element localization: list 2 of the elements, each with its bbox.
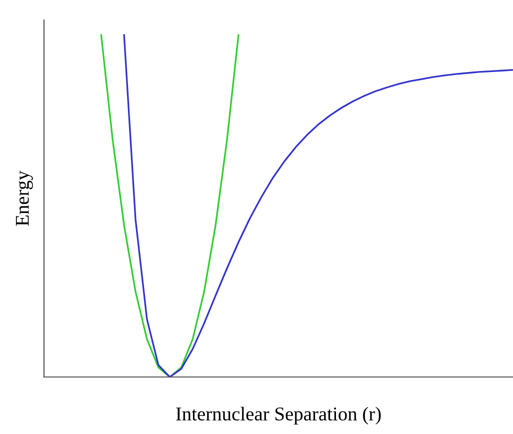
y-axis-title: Energy [16, 170, 33, 226]
x-axis-title: Internuclear Separation (r) [176, 406, 381, 424]
